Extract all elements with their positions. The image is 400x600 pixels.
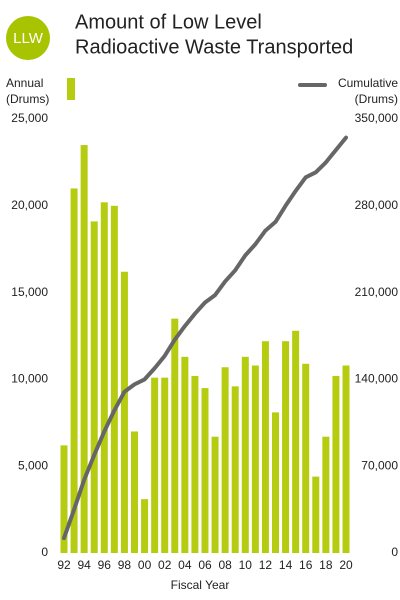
bar bbox=[272, 412, 279, 553]
bar bbox=[131, 431, 138, 553]
bar bbox=[120, 271, 128, 553]
bar bbox=[60, 445, 68, 553]
bar bbox=[110, 205, 118, 554]
bar bbox=[322, 436, 330, 553]
bar bbox=[231, 386, 239, 553]
x-tick-label: 02 bbox=[158, 558, 172, 572]
bar bbox=[251, 365, 259, 553]
y2-tick-label: 140,000 bbox=[355, 372, 399, 386]
bar bbox=[201, 388, 209, 553]
y-axis-label: Annual bbox=[6, 76, 43, 90]
y2-tick-label: 0 bbox=[391, 545, 398, 559]
bar bbox=[282, 341, 290, 553]
line bbox=[62, 135, 348, 541]
x-tick-label: 04 bbox=[178, 558, 192, 572]
x-tick-label: 06 bbox=[198, 558, 212, 572]
bar bbox=[90, 221, 98, 553]
x-axis-label: Fiscal Year bbox=[171, 578, 230, 592]
x-tick-label: 00 bbox=[138, 558, 152, 572]
bar bbox=[191, 375, 199, 553]
bar bbox=[292, 330, 300, 553]
x-tick-label: 08 bbox=[218, 558, 232, 572]
x-tick-label: 14 bbox=[279, 558, 293, 572]
y-axis-label: (Drums) bbox=[6, 92, 49, 106]
chart-title: Amount of Low Level bbox=[75, 11, 262, 33]
bar bbox=[70, 188, 78, 553]
bar bbox=[100, 202, 108, 553]
x-tick-label: 96 bbox=[98, 558, 112, 572]
bar bbox=[332, 375, 340, 553]
x-tick-label: 16 bbox=[299, 558, 313, 572]
y-tick-label: 0 bbox=[41, 545, 48, 559]
y2-tick-label: 280,000 bbox=[355, 198, 399, 212]
y2-tick-label: 70,000 bbox=[361, 458, 398, 472]
badge-text: LLW bbox=[13, 30, 44, 47]
legend-swatch bbox=[67, 78, 75, 100]
y2-tick-label: 350,000 bbox=[355, 111, 399, 125]
y-tick-label: 5,000 bbox=[18, 458, 48, 472]
bar bbox=[312, 476, 320, 553]
bar bbox=[181, 356, 189, 553]
bar bbox=[80, 145, 88, 554]
x-tick-label: 10 bbox=[239, 558, 253, 572]
badge-circle bbox=[6, 16, 50, 60]
y-tick-label: 20,000 bbox=[11, 198, 48, 212]
x-tick-label: 98 bbox=[118, 558, 132, 572]
bar bbox=[342, 365, 350, 553]
x-tick-label: 18 bbox=[319, 558, 333, 572]
x-tick-label: 94 bbox=[77, 558, 91, 572]
y-tick-label: 15,000 bbox=[11, 285, 48, 299]
y2-axis-label: Cumulative bbox=[338, 76, 398, 90]
x-tick-label: 20 bbox=[339, 558, 353, 572]
bar bbox=[151, 377, 159, 553]
y-tick-label: 25,000 bbox=[11, 111, 48, 125]
bar bbox=[211, 436, 219, 553]
y-tick-label: 10,000 bbox=[11, 372, 48, 386]
bar bbox=[161, 377, 169, 553]
chart-title: Radioactive Waste Transported bbox=[75, 36, 353, 58]
y2-tick-label: 210,000 bbox=[355, 285, 399, 299]
x-tick-label: 92 bbox=[57, 558, 71, 572]
bar bbox=[261, 341, 269, 553]
bar bbox=[171, 318, 179, 553]
bar bbox=[302, 363, 310, 553]
bar bbox=[241, 356, 249, 553]
bar bbox=[221, 367, 229, 553]
y2-axis-label: (Drums) bbox=[355, 92, 398, 106]
bar bbox=[141, 499, 149, 553]
x-tick-label: 12 bbox=[259, 558, 273, 572]
